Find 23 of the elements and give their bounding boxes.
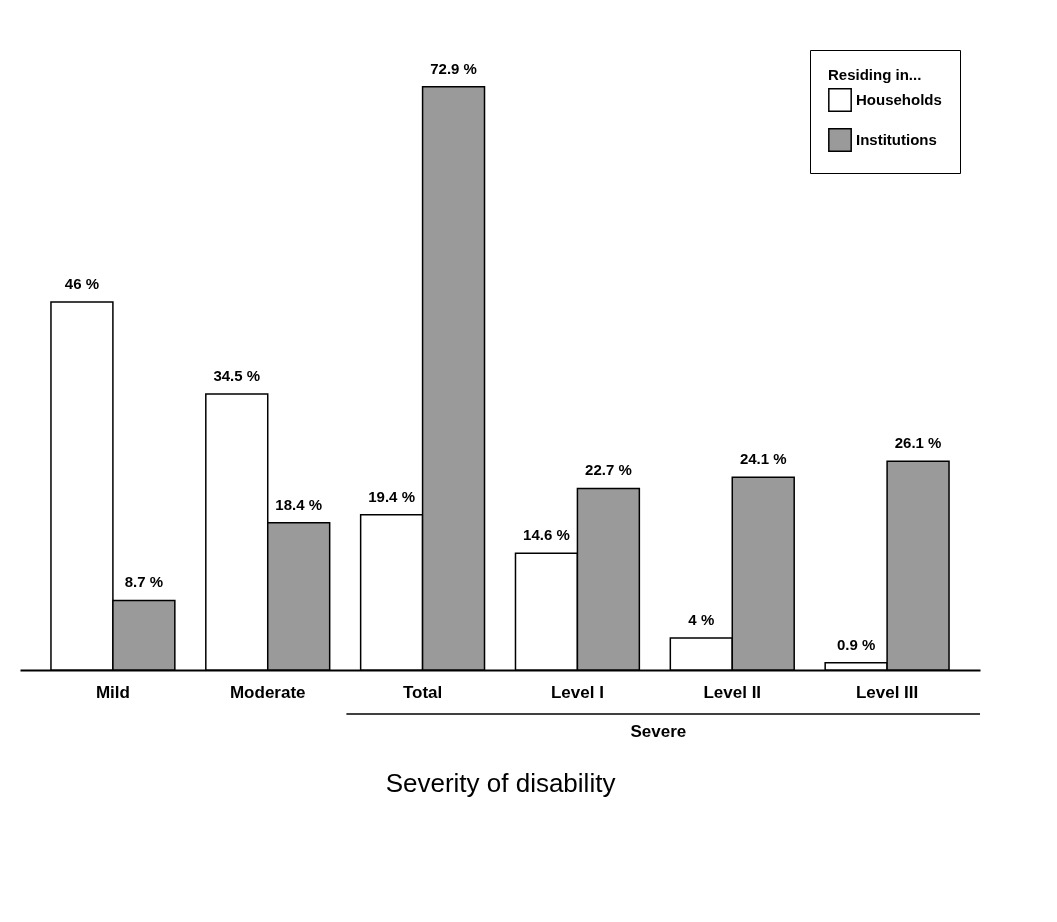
data-label: 46 % xyxy=(64,275,100,292)
data-label: 26.1 % xyxy=(894,434,942,452)
data-label: 0.9 % xyxy=(836,635,876,653)
x-tick-label: Level II xyxy=(703,682,762,702)
data-label: 34.5 % xyxy=(213,367,261,384)
data-label: 72.9 % xyxy=(430,59,477,77)
text: Severe xyxy=(630,722,687,741)
legend-title: Residing in... xyxy=(828,66,922,83)
x-tick-label: Level III xyxy=(855,682,919,702)
x-tick-label: Moderate xyxy=(229,682,306,702)
x-axis-title: Severity of disability xyxy=(385,767,616,798)
data-label: 18.4 % xyxy=(275,495,323,513)
data-label: 4 % xyxy=(688,611,715,628)
legend-label: Households xyxy=(856,91,942,108)
data-label: 8.7 % xyxy=(124,573,164,591)
data-label: 24.1 % xyxy=(739,450,787,468)
data-label: 22.7 % xyxy=(585,461,632,479)
x-tick-label: Mild xyxy=(95,682,130,702)
x-tick-label: Level I xyxy=(550,682,604,702)
data-label: 14.6 % xyxy=(523,526,570,544)
legend-label: Institutions xyxy=(856,131,937,148)
x-tick-label: Total xyxy=(402,682,443,702)
data-label: 19.4 % xyxy=(368,487,415,505)
